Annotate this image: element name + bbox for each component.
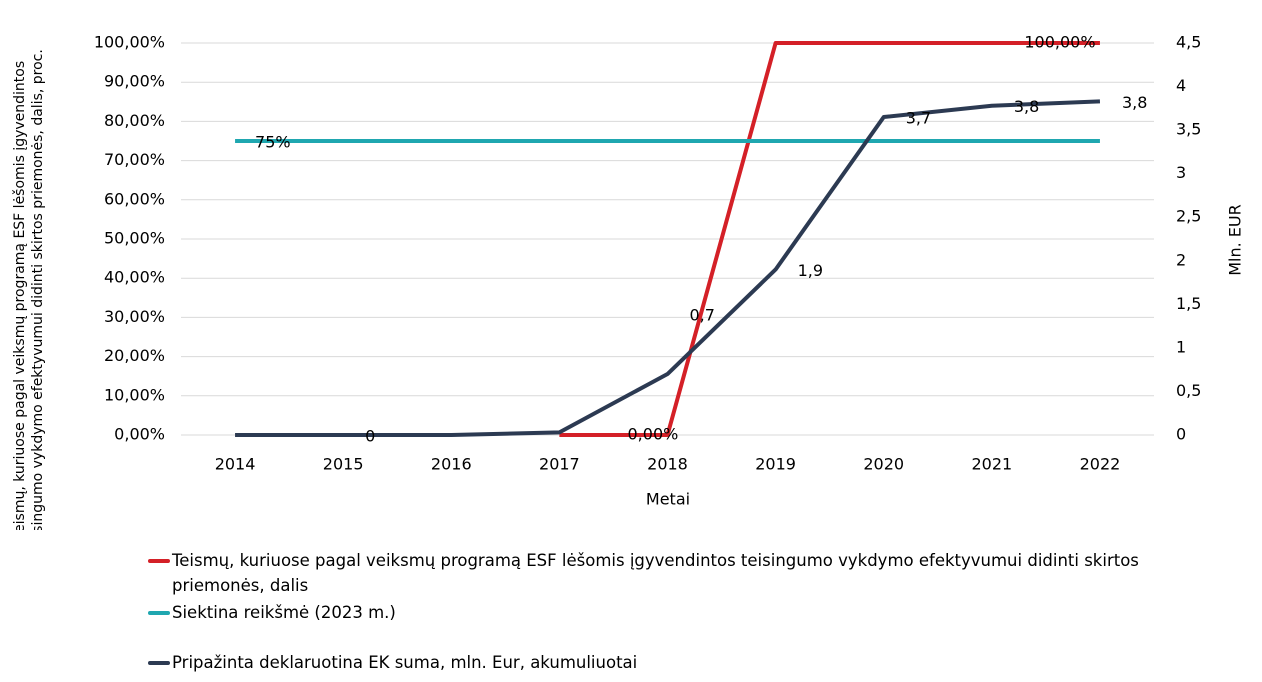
y2-tick-label: 2,5	[1176, 207, 1201, 226]
y2-tick-label: 1	[1176, 337, 1186, 356]
x-tick-label: 2019	[755, 455, 796, 474]
series-line	[235, 99, 1101, 437]
y2-tick-label: 2	[1176, 250, 1186, 269]
y-tick-label: 50,00%	[104, 229, 165, 248]
x-tick-label: 2014	[215, 455, 256, 474]
y-tick-label: 20,00%	[104, 346, 165, 365]
y-axis-label: Teismų, kuriuose pagal veiksmų programą …	[12, 61, 28, 530]
legend-label: Teismų, kuriuose pagal veiksmų programą …	[172, 551, 1139, 595]
x-tick-label: 2022	[1080, 455, 1121, 474]
series-line	[559, 41, 1100, 437]
y-tick-label: 90,00%	[104, 72, 165, 91]
y-tick-label: 80,00%	[104, 111, 165, 130]
y-axis-label: teisingumo vykdymo efektyvumui didinti s…	[30, 49, 46, 530]
data-label: 0	[365, 427, 375, 446]
data-label: 75%	[255, 133, 291, 152]
legend-item: Siektina reikšmė (2023 m.)	[148, 600, 1212, 625]
y2-tick-label: 3,5	[1176, 120, 1201, 139]
x-tick-label: 2018	[647, 455, 688, 474]
data-label: 1,9	[798, 261, 823, 280]
y2-tick-label: 4	[1176, 76, 1186, 95]
legend-item: Teismų, kuriuose pagal veiksmų programą …	[148, 548, 1212, 598]
legend-label: Pripažinta deklaruotina EK suma, mln. Eu…	[172, 653, 638, 672]
legend-label: Siektina reikšmė (2023 m.)	[172, 603, 396, 622]
y-tick-label: 0,00%	[114, 425, 165, 444]
legend-swatch	[148, 559, 170, 563]
x-tick-label: 2020	[863, 455, 904, 474]
x-tick-label: 2016	[431, 455, 472, 474]
data-label: 3,7	[906, 109, 931, 128]
data-label: 100,00%	[1024, 33, 1095, 52]
y2-tick-label: 3	[1176, 163, 1186, 182]
data-label: 0,7	[690, 306, 715, 325]
y-tick-label: 30,00%	[104, 307, 165, 326]
y2-tick-label: 4,5	[1176, 33, 1201, 52]
y-tick-label: 60,00%	[104, 189, 165, 208]
legend-item: Pripažinta deklaruotina EK suma, mln. Eu…	[148, 650, 1212, 675]
y-tick-label: 70,00%	[104, 150, 165, 169]
y2-tick-label: 1,5	[1176, 294, 1201, 313]
y-tick-label: 100,00%	[94, 33, 165, 52]
x-tick-label: 2021	[971, 455, 1012, 474]
legend-swatch	[148, 611, 170, 615]
data-label: 3,8	[1122, 93, 1147, 112]
x-axis-label: Metai	[646, 490, 690, 509]
y-tick-label: 10,00%	[104, 385, 165, 404]
y2-tick-label: 0	[1176, 425, 1186, 444]
chart: Metai Mln. EUR Teismų, kuriuose pagal ve…	[12, 33, 1245, 531]
y2-axis-label: Mln. EUR	[1226, 204, 1245, 276]
y-tick-label: 40,00%	[104, 268, 165, 287]
y2-tick-label: 0,5	[1176, 381, 1201, 400]
x-tick-label: 2017	[539, 455, 580, 474]
data-label: 0,00%	[628, 425, 679, 444]
legend-swatch	[148, 661, 170, 665]
x-tick-label: 2015	[323, 455, 364, 474]
data-label: 3,8	[1014, 97, 1039, 116]
